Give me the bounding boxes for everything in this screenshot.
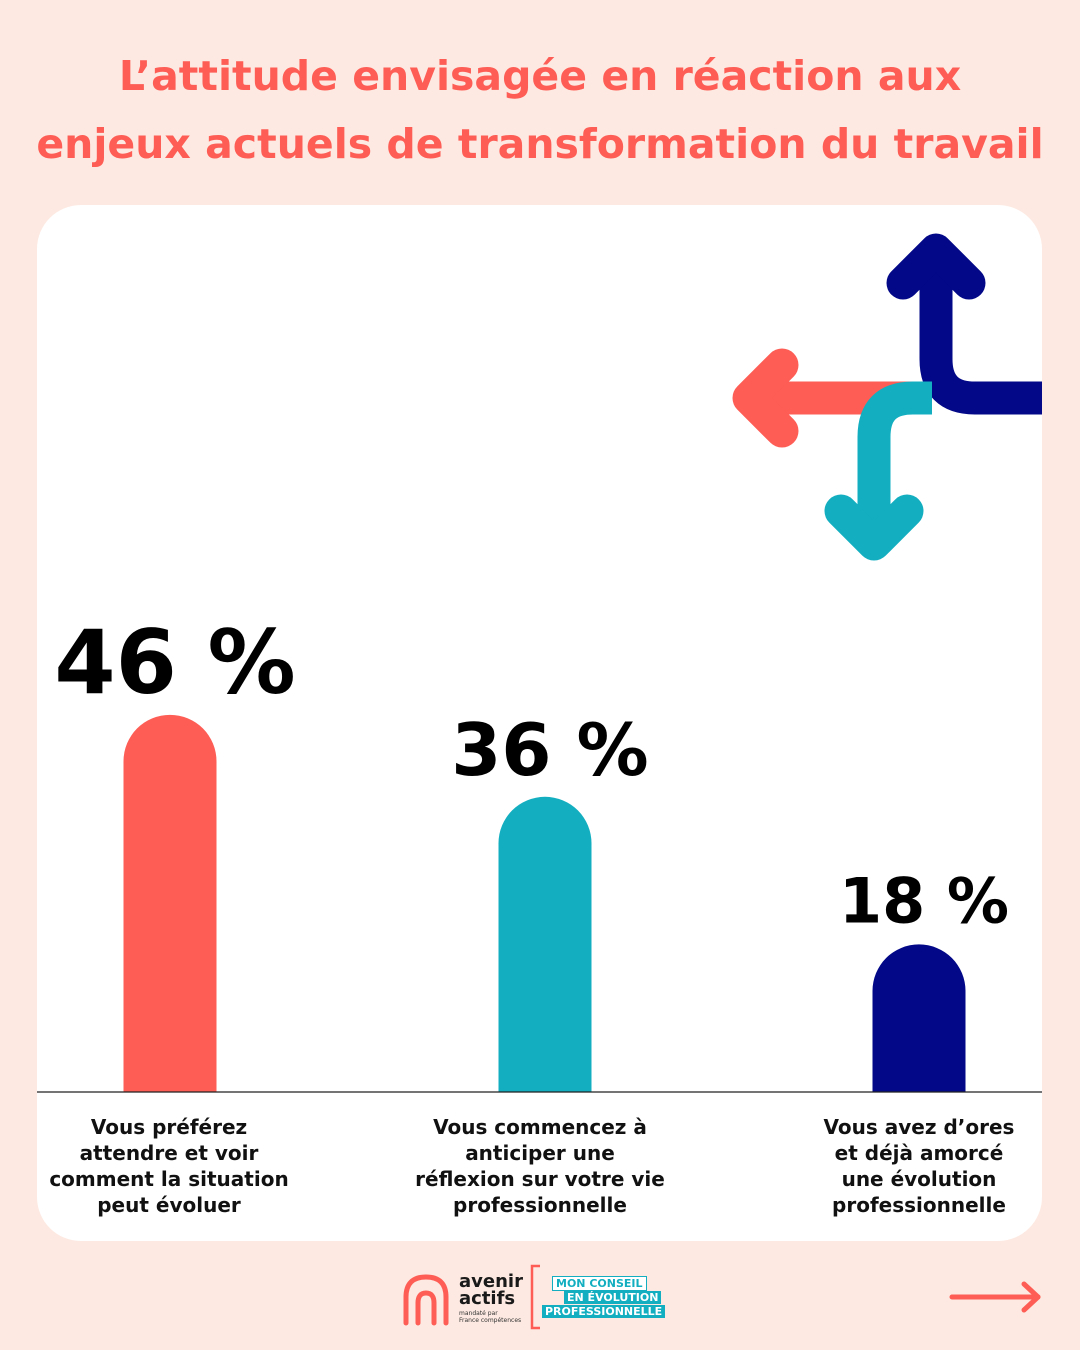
direction-arrows-icon <box>732 233 1042 561</box>
category-label-line: réflexion sur votre vie <box>415 1167 665 1191</box>
category-label-line: peut évoluer <box>97 1193 241 1217</box>
category-label-line: et déjà amorcé <box>834 1141 1004 1165</box>
brand-mandate-line: mandaté par <box>459 1310 498 1317</box>
category-label: Vous avez d’ores et déjà amorcé une évol… <box>774 1114 1042 1218</box>
program-tag-line-3: PROFESSIONNELLE <box>542 1305 666 1318</box>
category-label-line: comment la situation <box>49 1167 289 1191</box>
category-label-line: une évolution <box>841 1167 997 1191</box>
arrow-right-icon[interactable] <box>948 1280 1044 1314</box>
program-tag-line-2: EN ÉVOLUTION <box>564 1291 662 1304</box>
bar-chart: 46 % 36 % 18 % <box>37 611 1042 1093</box>
bar-value-label: 46 % <box>54 611 295 714</box>
brand-word-actifs: actifs <box>459 1288 516 1309</box>
chart-title: L’attitude envisagée en réaction aux enj… <box>0 42 1080 178</box>
category-label-line: professionnelle <box>453 1193 627 1217</box>
brand-mandate-line: France compétences <box>459 1317 522 1324</box>
chart-card: 46 % 36 % 18 % Vous préférez attendre et v… <box>37 205 1042 1241</box>
program-tag-line-1: MON CONSEIL <box>552 1276 647 1291</box>
category-label: Vous préférez attendre et voir comment l… <box>37 1114 314 1218</box>
category-label-line: attendre et voir <box>79 1141 259 1165</box>
brand-word-avenir: avenir <box>459 1271 523 1292</box>
bracket-divider <box>530 1264 540 1330</box>
bar-value-label: 18 % <box>839 864 1009 937</box>
chart-title-line-1: L’attitude envisagée en réaction aux <box>118 52 962 100</box>
chart-title-line-2: enjeux actuels de transformation du trav… <box>36 120 1044 168</box>
bar <box>498 796 592 1092</box>
category-label: Vous commencez à anticiper une réflexion… <box>395 1114 685 1218</box>
category-label-line: anticiper une <box>465 1141 615 1165</box>
bar-value-label: 36 % <box>451 708 648 792</box>
house-logo-icon <box>403 1274 449 1326</box>
category-label-line: Vous avez d’ores <box>823 1115 1015 1139</box>
category-label-line: professionnelle <box>832 1193 1006 1217</box>
bar <box>872 944 966 1092</box>
category-label-line: Vous commencez à <box>433 1115 647 1139</box>
avenir-actifs-logo: avenir actifs mandaté par France compéte… <box>398 1263 688 1333</box>
bar <box>123 714 217 1092</box>
category-label-line: Vous préférez <box>90 1115 248 1139</box>
